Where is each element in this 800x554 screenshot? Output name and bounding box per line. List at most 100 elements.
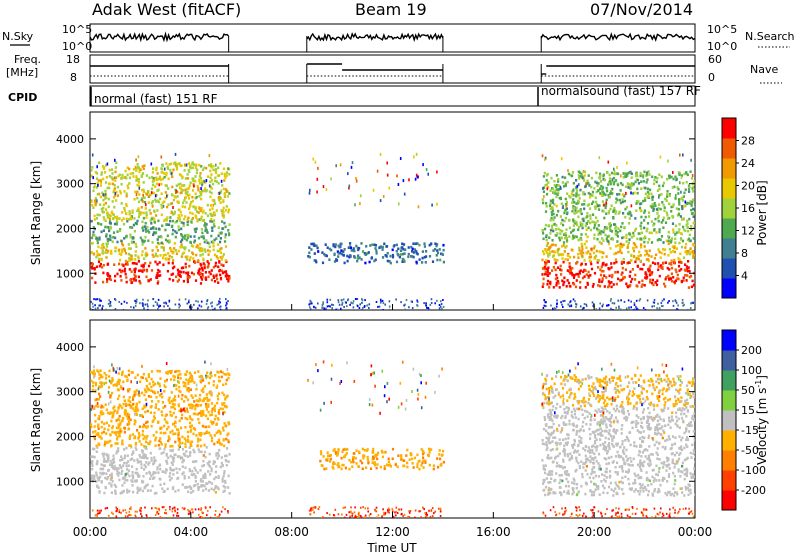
scatter-cell [142,437,145,441]
scatter-cell [94,430,97,433]
power-colorbar-label: Power [dB] [755,180,769,245]
scatter-cell [184,255,187,259]
scatter-cell [573,482,576,485]
scatter-cell [635,245,638,249]
scatter-cell [153,417,156,420]
scatter-cell [115,451,118,455]
scatter-cell [647,268,650,271]
scatter-cell [340,456,343,460]
scatter-cell [594,207,597,210]
scatter-cell [416,465,419,469]
scatter-cell [106,278,109,281]
scatter-cell [203,248,206,251]
scatter-cell [119,431,122,434]
scatter-cell [574,285,578,289]
scatter-cell [184,373,187,376]
scatter-cell [310,248,313,251]
scatter-cell [597,462,600,465]
scatter-cell [677,231,680,234]
scatter-cell [568,218,571,222]
scatter-cell [191,379,194,383]
scatter-cell [138,434,141,437]
scatter-cell [569,285,572,288]
scatter-cell [668,194,671,197]
scatter-cell [94,413,97,417]
scatter-cell [106,242,109,245]
scatter-cell [327,454,330,458]
scatter-cell [174,370,177,373]
scatter-cell [216,174,219,177]
scatter-cell [200,197,203,201]
scatter-cell [113,263,116,266]
scatter-cell [166,239,169,243]
scatter-cell [125,217,128,221]
scatter-cell [211,199,214,202]
scatter-cell [151,171,154,174]
scatter-cell [190,220,193,223]
scatter-cell [161,401,164,404]
scatter-cell [218,438,221,442]
scatter-cell [403,260,406,263]
scatter-cell [631,184,634,187]
scatter-cell [594,180,597,184]
scatter-cell [421,461,424,464]
scatter-cell [182,221,185,225]
scatter-cell [162,248,165,252]
scatter-cell [663,406,666,410]
scatter-cell [430,302,433,304]
colorbar-tick-label: 24 [741,157,755,170]
scatter-cell [105,208,108,211]
scatter-cell [686,173,689,177]
scatter-cell [354,298,357,300]
scatter-cell [146,303,149,306]
scatter-cell [219,407,222,410]
scatter-cell [438,248,441,251]
colorbar-tick-label: 8 [741,247,748,260]
scatter-cell [147,299,149,302]
scatter-cell [192,205,195,209]
scatter-cell [594,439,597,443]
scatter-cell [655,433,658,436]
scatter-cell [214,179,217,183]
scatter-cell [112,236,115,239]
scatter-cell [163,219,166,222]
scatter-cell [601,262,605,265]
scatter-cell [565,228,568,231]
scatter-cell [558,424,561,427]
scatter-cell [396,174,398,178]
scatter-cell [206,203,209,207]
scatter-cell [546,269,549,272]
scatter-cell [99,375,102,379]
scatter-cell [388,305,391,308]
scatter-cell [157,219,160,223]
scatter-cell [147,279,150,283]
scatter-cell [99,179,102,182]
scatter-cell [163,176,166,179]
scatter-cell [126,378,129,382]
scatter-cell [206,375,209,378]
scatter-cell [140,443,143,446]
scatter-cell [114,274,117,278]
scatter-cell [685,242,688,246]
scatter-cell [560,416,563,420]
scatter-cell [670,205,673,209]
scatter-cell [584,286,587,289]
scatter-cell [223,270,226,274]
scatter-cell [399,253,402,256]
scatter-cell [627,222,631,225]
scatter-cell [554,261,557,265]
scatter-cell [627,241,630,245]
scatter-cell [92,206,95,209]
scatter-cell [215,209,218,212]
scatter-cell [129,418,132,422]
scatter-cell [160,246,163,249]
scatter-cell [434,302,436,305]
scatter-cell [140,391,144,395]
scatter-cell [92,430,95,434]
scatter-cell [189,376,192,379]
scatter-cell [670,259,673,262]
scatter-cell [221,255,224,258]
scatter-cell [169,168,172,172]
scatter-cell [118,414,121,418]
scatter-cell [228,167,231,171]
